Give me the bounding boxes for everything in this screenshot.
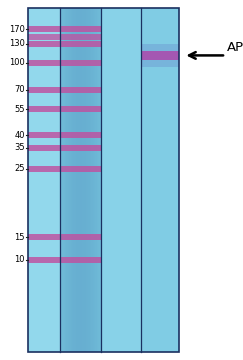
Bar xyxy=(87,8,88,352)
Text: 170: 170 xyxy=(9,25,25,34)
Bar xyxy=(86,8,87,352)
Bar xyxy=(91,8,93,352)
Bar xyxy=(141,44,179,67)
Bar xyxy=(69,8,70,352)
Text: 130: 130 xyxy=(9,39,25,48)
Bar xyxy=(141,8,179,352)
Bar xyxy=(94,8,95,352)
Bar xyxy=(68,8,69,352)
Bar xyxy=(28,41,101,47)
Text: 40: 40 xyxy=(15,131,25,140)
Bar xyxy=(99,8,101,352)
Bar xyxy=(82,8,83,352)
Bar xyxy=(73,8,75,352)
Bar xyxy=(72,8,73,352)
Bar xyxy=(60,8,61,352)
Bar xyxy=(84,8,86,352)
Text: 35: 35 xyxy=(14,143,25,152)
Bar xyxy=(95,8,97,352)
Bar xyxy=(65,8,66,352)
Text: 15: 15 xyxy=(15,233,25,242)
Bar xyxy=(28,106,101,112)
Bar xyxy=(88,8,90,352)
Text: 10: 10 xyxy=(15,255,25,264)
Bar xyxy=(80,8,82,352)
Bar xyxy=(61,8,62,352)
Text: 70: 70 xyxy=(14,85,25,94)
Bar xyxy=(79,8,80,352)
Bar xyxy=(62,8,64,352)
Bar xyxy=(97,8,98,352)
Bar xyxy=(28,132,101,138)
Text: 55: 55 xyxy=(15,105,25,114)
Bar xyxy=(28,8,179,352)
Bar xyxy=(90,8,91,352)
Bar xyxy=(93,8,94,352)
Bar xyxy=(64,8,65,352)
Bar xyxy=(75,8,76,352)
Bar xyxy=(28,26,101,32)
Bar xyxy=(98,8,99,352)
Bar xyxy=(28,8,60,352)
Bar xyxy=(78,8,79,352)
Bar xyxy=(28,145,101,151)
Text: 100: 100 xyxy=(9,58,25,67)
Bar xyxy=(60,8,101,352)
Bar xyxy=(28,234,101,240)
Bar xyxy=(28,166,101,172)
Text: APP: APP xyxy=(227,41,243,54)
Bar xyxy=(83,8,84,352)
Bar xyxy=(28,257,101,263)
Bar xyxy=(28,87,101,93)
Bar xyxy=(28,34,101,40)
Bar xyxy=(28,8,179,352)
Text: 25: 25 xyxy=(15,165,25,174)
Bar xyxy=(66,8,68,352)
Bar xyxy=(70,8,72,352)
Bar xyxy=(28,60,101,66)
Bar xyxy=(76,8,78,352)
Bar xyxy=(141,51,179,60)
Bar xyxy=(101,8,141,352)
